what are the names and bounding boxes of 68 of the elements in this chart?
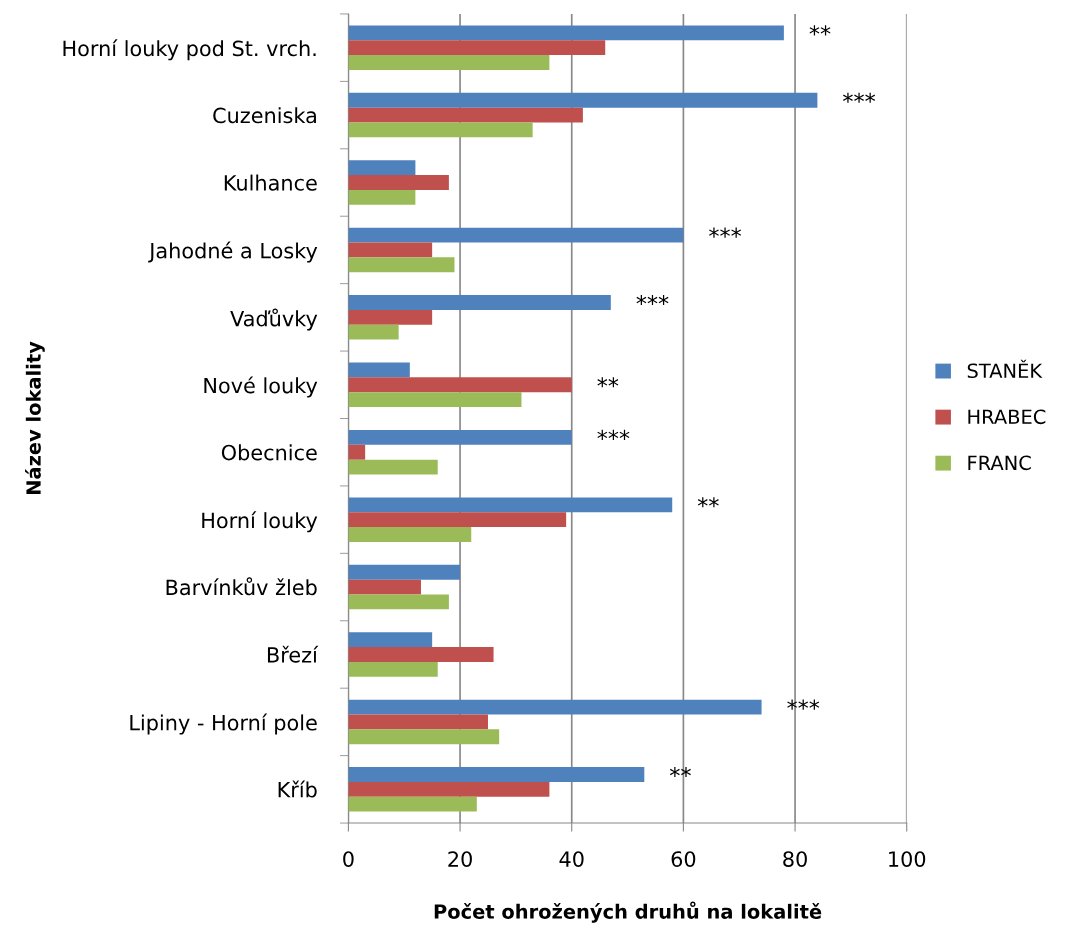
- y-tick-label: Březí: [267, 645, 319, 663]
- y-tick-label: Kříb: [278, 780, 317, 798]
- bar: [348, 714, 488, 730]
- y-tick-label: Horní louky pod St. vrch.: [63, 39, 316, 61]
- data-label: ***: [787, 699, 820, 710]
- bar: [348, 309, 433, 325]
- bar: [348, 647, 494, 662]
- y-tick-label: Obecnice: [221, 444, 317, 461]
- x-tick-label: 20: [448, 851, 472, 867]
- y-tick-label: Cuzeniska: [213, 107, 316, 124]
- x-tick-label: 80: [783, 851, 807, 867]
- y-axis-title: Název lokality: [25, 341, 45, 495]
- legend-label: STANĚK: [967, 359, 1043, 379]
- legend-label: FRANC: [968, 455, 1031, 471]
- bar: [348, 55, 550, 70]
- x-tick-label: 100: [889, 851, 926, 867]
- bar: [348, 189, 416, 205]
- bar: [348, 362, 410, 378]
- legend-label: HRABEC: [968, 409, 1046, 425]
- y-tick-label: Jahodné a Losky: [148, 241, 318, 263]
- bar: [348, 160, 416, 176]
- bar: [348, 632, 433, 648]
- bar: [348, 242, 433, 258]
- data-label: ***: [597, 429, 630, 440]
- data-label: **: [809, 25, 831, 36]
- y-tick-label: Lipiny - Horní pole: [130, 713, 317, 735]
- bar: [348, 324, 399, 340]
- bar: [348, 497, 673, 513]
- bar: [348, 527, 472, 542]
- bar: [348, 796, 477, 812]
- y-tick-label: Horní louky: [202, 511, 318, 533]
- bar: [348, 459, 438, 475]
- y-tick-label: Nové louky: [204, 376, 318, 398]
- y-tick-label: Vaďůvky: [230, 308, 318, 331]
- bar: [348, 122, 533, 138]
- data-label: **: [597, 377, 619, 388]
- bar: [348, 227, 684, 243]
- data-label: ***: [709, 227, 742, 238]
- bar: [348, 429, 572, 445]
- bar: [348, 781, 550, 797]
- bar: [348, 512, 567, 528]
- bar: [348, 392, 522, 408]
- x-tick-label: 60: [671, 851, 696, 867]
- bar: [348, 175, 449, 190]
- bar: [348, 92, 818, 108]
- bar: [348, 107, 583, 123]
- bar: [348, 767, 645, 782]
- bar: [348, 699, 762, 715]
- bar: [348, 444, 366, 460]
- bar: [348, 729, 500, 745]
- x-tick-label: 0: [343, 851, 354, 867]
- bar: [348, 579, 421, 595]
- x-axis-title: Počet ohrožených druhů na lokalitě: [434, 901, 822, 923]
- y-tick-label: Kulhance: [224, 174, 317, 191]
- bar: [348, 25, 784, 41]
- y-tick-label: Barvínkův žleb: [166, 577, 317, 596]
- bar: [348, 377, 572, 393]
- data-label: ***: [636, 294, 669, 306]
- bar: [348, 661, 438, 677]
- bar: [348, 594, 449, 610]
- bar: [348, 295, 611, 310]
- x-tick-label: 40: [559, 851, 584, 867]
- bar: [348, 257, 455, 273]
- bar: [348, 564, 461, 580]
- data-label: **: [669, 766, 691, 778]
- data-label: ***: [843, 92, 876, 103]
- data-label: **: [697, 497, 719, 508]
- bar: [348, 40, 606, 56]
